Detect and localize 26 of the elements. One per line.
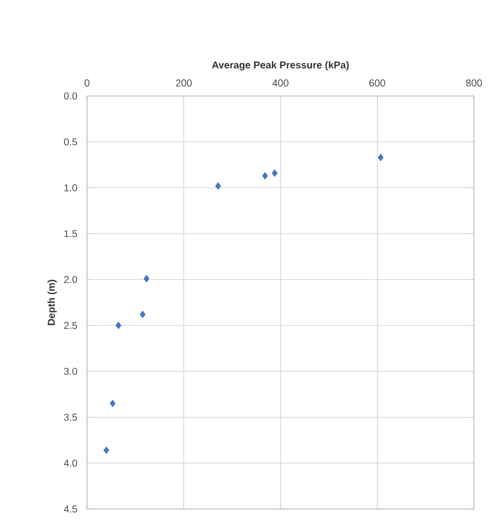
y-tick-label: 3.5 bbox=[64, 414, 78, 421]
point bbox=[262, 172, 268, 180]
x-tick-label: 0 bbox=[84, 79, 90, 86]
y-tick-label: 3.0 bbox=[64, 368, 78, 375]
y-tick-label: 4.0 bbox=[64, 460, 78, 467]
y-tick-label: 1.0 bbox=[64, 184, 78, 192]
point bbox=[103, 446, 110, 454]
x-axis-title: Average Peak Pressure (kPa) bbox=[212, 61, 349, 70]
y-tick-label: 2.0 bbox=[64, 276, 78, 284]
point bbox=[110, 400, 116, 408]
x-tick-label: 800 bbox=[466, 79, 482, 86]
x-tick-label: 600 bbox=[369, 79, 386, 86]
y-tick-label: 0.5 bbox=[64, 138, 78, 146]
y-tick-label: 4.5 bbox=[64, 506, 78, 512]
y-tick-label: 0.0 bbox=[64, 92, 78, 100]
y-axis-title: Depth (m) bbox=[48, 280, 57, 326]
x-tick-label: 200 bbox=[176, 79, 192, 86]
y-tick-label: 2.5 bbox=[64, 322, 78, 329]
y-tick-label: 1.5 bbox=[64, 230, 78, 238]
x-tick-label: 400 bbox=[272, 79, 288, 86]
point bbox=[378, 154, 384, 162]
point bbox=[144, 274, 150, 282]
point bbox=[272, 169, 278, 177]
point bbox=[140, 310, 146, 318]
point bbox=[116, 322, 122, 330]
point bbox=[215, 182, 221, 190]
